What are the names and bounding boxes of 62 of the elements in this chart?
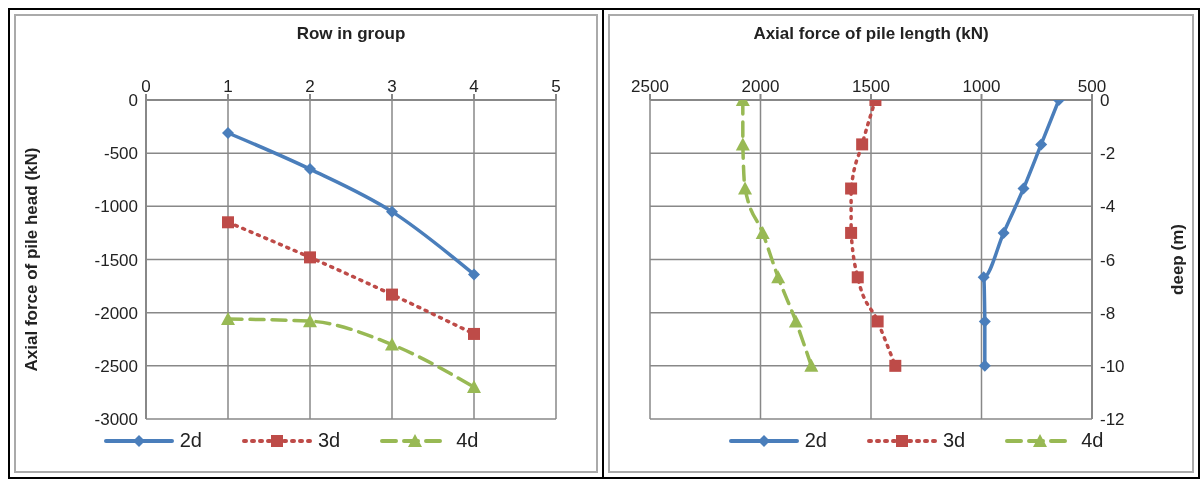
point <box>771 270 786 284</box>
y-tick-label: -12 <box>1100 410 1125 430</box>
point <box>889 359 902 372</box>
legend-label: 3d <box>942 429 966 452</box>
point <box>856 138 869 151</box>
point <box>788 314 803 328</box>
y-tick-label: -8 <box>1100 303 1116 323</box>
point <box>304 251 316 264</box>
y-tick-label: -10 <box>1100 356 1125 376</box>
y-tick-label: -2 <box>1100 144 1116 164</box>
point <box>303 314 317 328</box>
y-tick-label: -4 <box>1100 197 1116 217</box>
x-tick-label: 5 <box>551 77 561 96</box>
x-axis-title: Axial force of pile length (kN) <box>753 24 989 44</box>
x-tick-label: 1500 <box>852 77 890 96</box>
legend-label: 3d <box>317 429 341 452</box>
point <box>385 337 399 351</box>
point <box>871 315 884 328</box>
legend-label: 2d <box>179 429 202 452</box>
point <box>467 380 481 394</box>
point <box>222 216 234 229</box>
legend-label: 4d <box>1081 429 1104 452</box>
x-tick-label: 1000 <box>962 77 1001 96</box>
y-tick-label: -3000 <box>94 410 138 430</box>
y-tick-label: -1500 <box>94 250 138 270</box>
point <box>221 312 235 326</box>
point <box>845 182 858 195</box>
x-tick-label: 3 <box>387 77 397 96</box>
y-tick-label: 0 <box>1100 91 1110 111</box>
point <box>845 226 858 239</box>
x-tick-label: 2000 <box>741 77 780 96</box>
point <box>1035 138 1048 151</box>
point <box>738 181 753 195</box>
y-tick-label: -1000 <box>94 197 138 217</box>
point <box>304 163 316 176</box>
point <box>222 126 234 139</box>
point <box>386 288 398 301</box>
x-tick-label: 2500 <box>631 77 669 96</box>
point <box>755 225 770 239</box>
y-tick-label: 0 <box>128 91 138 111</box>
x-axis-title: Row in group <box>296 24 406 44</box>
point <box>468 327 480 340</box>
point <box>997 226 1010 239</box>
point <box>1017 182 1030 195</box>
point <box>851 271 864 284</box>
x-tick-label: 1 <box>223 77 233 96</box>
y-axis-title: deep (m) <box>1168 224 1188 295</box>
x-tick-label: 4 <box>469 77 479 96</box>
x-tick-label: 0 <box>141 77 151 96</box>
legend-label: 4d <box>456 429 479 452</box>
y-tick-label: -500 <box>103 144 138 164</box>
point <box>386 205 398 218</box>
x-tick-label: 2 <box>305 77 315 96</box>
point <box>468 268 480 281</box>
point <box>735 137 750 151</box>
y-tick-label: -2000 <box>94 303 138 323</box>
point <box>804 358 819 372</box>
point <box>977 271 990 284</box>
legend-label: 2d <box>804 429 827 452</box>
y-axis-title: Axial force of pile head (kN) <box>22 147 42 372</box>
y-tick-label: -6 <box>1100 250 1116 270</box>
y-tick-label: -2500 <box>94 356 138 376</box>
